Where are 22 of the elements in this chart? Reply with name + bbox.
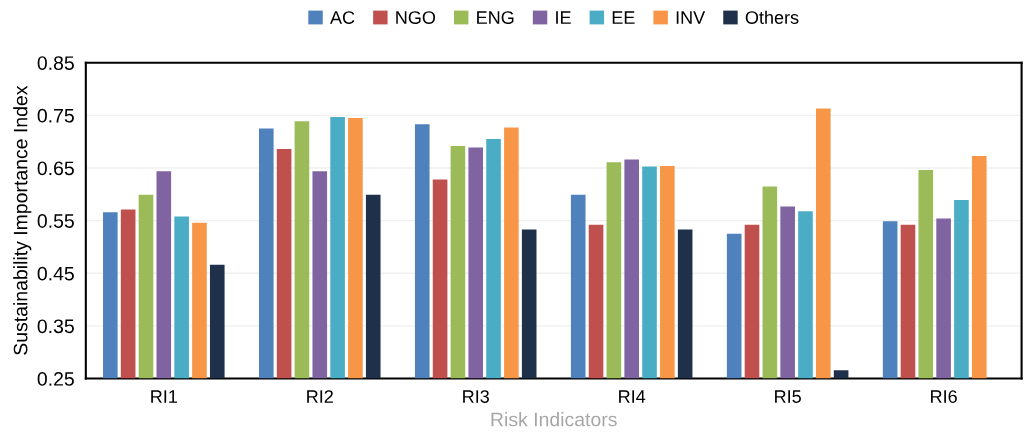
x-axis-title: Risk Indicators: [491, 412, 617, 427]
legend-label: IE: [556, 11, 571, 24]
y-tick-label: 0.85: [37, 56, 74, 70]
x-tick-label: RI5: [775, 390, 801, 403]
y-tick-label: 0.55: [37, 214, 74, 228]
x-tick-label: RI3: [463, 390, 489, 403]
y-tick-label: 0.75: [37, 108, 74, 123]
legend-label: EE: [612, 11, 635, 24]
x-tick-label: RI6: [931, 390, 957, 403]
y-tick-label: 0.65: [37, 161, 74, 176]
x-tick-label: RI2: [307, 390, 333, 403]
legend-label: AC: [330, 11, 355, 24]
y-tick-label: 0.45: [37, 266, 74, 281]
x-tick-label: RI4: [619, 390, 646, 403]
legend-label: Others: [745, 10, 799, 24]
y-tick-label: 0.25: [37, 372, 74, 386]
x-tick-label: RI1: [151, 390, 177, 403]
legend-label: ENG: [477, 11, 514, 24]
legend-label: NGO: [396, 11, 436, 24]
y-tick-label: 0.35: [37, 319, 74, 334]
y-axis-title: Sustainability Importance Index: [13, 85, 32, 355]
legend-label: INV: [676, 11, 706, 24]
